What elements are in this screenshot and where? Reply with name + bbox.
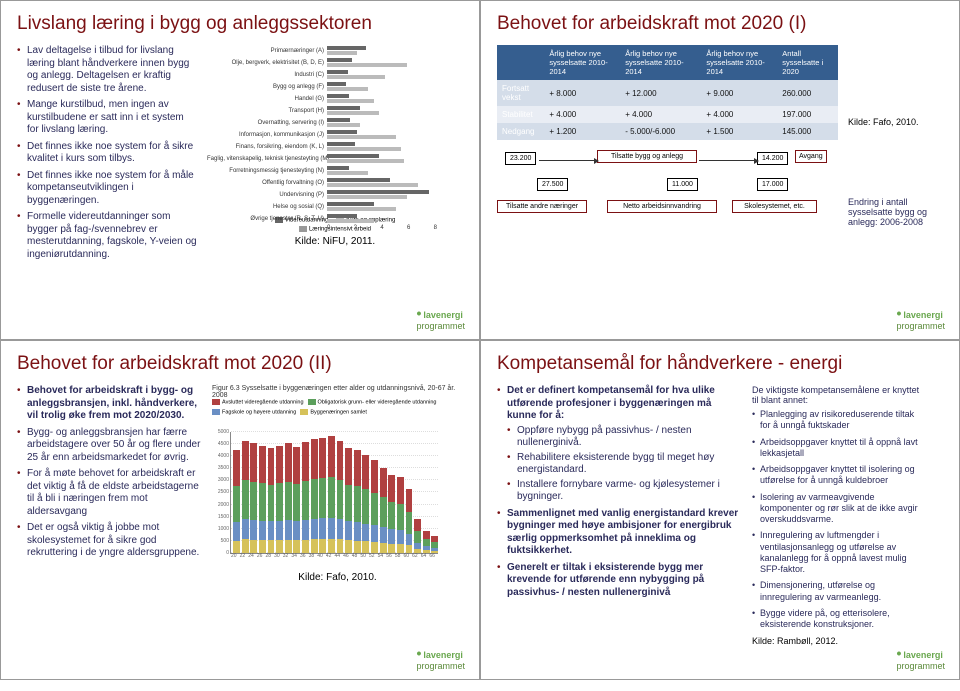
logo: lavenergiprogrammet — [896, 645, 945, 671]
flow-label: Tilsatte andre næringer — [497, 200, 587, 213]
logo: lavenergiprogrammet — [896, 305, 945, 331]
flow-label: Skolesystemet, etc. — [732, 200, 817, 213]
slide4-right-col: De viktigste kompetansemålene er knyttet… — [752, 385, 922, 646]
slide-4: Kompetansemål for håndverkere - energi D… — [480, 340, 960, 680]
bullet: Lav deltagelse i tilbud for livslang lær… — [17, 45, 197, 95]
bullet: Mange kurstilbud, men ingen av kurstilbu… — [17, 99, 197, 137]
chart-title: Figur 6.3 Sysselsatte i byggenæringen et… — [212, 385, 463, 399]
chart-legend: Avsluttet videregående utdanning Obligat… — [212, 399, 463, 416]
stacked-bar-chart: 0500100015002000250030003500400045005000… — [212, 416, 442, 566]
chart-source: Kilde: Fafo, 2010. — [212, 572, 463, 583]
flow-val: 23.200 — [505, 152, 536, 165]
th: Årlig behov nye sysselsatte 2010-2014 — [544, 45, 620, 80]
flow-val: 17.000 — [757, 178, 788, 191]
slide3-bullets: Behovet for arbeidskraft i bygg- og anle… — [17, 385, 202, 583]
th: Antall sysselsatte i 2020 — [777, 45, 838, 80]
flow-val: 27.500 — [537, 178, 568, 191]
slide-3: Behovet for arbeidskraft mot 2020 (II) B… — [0, 340, 480, 680]
bullet: Det finnes ikke noe system for å måle ko… — [17, 170, 197, 208]
slide1-bullets: Lav deltagelse i tilbud for livslang lær… — [17, 45, 197, 265]
bullet: Det finnes ikke noe system for å sikre k… — [17, 141, 197, 166]
slide3-title: Behovet for arbeidskraft mot 2020 (II) — [17, 353, 463, 375]
bullet: Formelle videreutdanninger som bygger på… — [17, 211, 197, 261]
flow-label: Tilsatte bygg og anlegg — [597, 150, 697, 163]
sidetext: Endring i antall sysselsatte bygg og anl… — [848, 197, 943, 227]
slide-1: Livslang læring i bygg og anleggssektore… — [0, 0, 480, 340]
flow-diagram: 23.200 27.500 11.000 14.200 17.000 Tilsa… — [497, 150, 838, 220]
slide1-title: Livslang læring i bygg og anleggssektore… — [17, 13, 463, 35]
chart-source: Kilde: NiFU, 2011. — [207, 236, 463, 247]
th: Årlig behov nye sysselsatte 2010-2014 — [701, 45, 777, 80]
th — [497, 45, 544, 80]
slide2-title: Behovet for arbeidskraft mot 2020 (I) — [497, 13, 943, 35]
flow-val: 14.200 — [757, 152, 788, 165]
slide4-title: Kompetansemål for håndverkere - energi — [497, 353, 943, 375]
slide-2: Behovet for arbeidskraft mot 2020 (I) År… — [480, 0, 960, 340]
source-side: Kilde: Fafo, 2010. — [848, 117, 943, 127]
scenario-table: Årlig behov nye sysselsatte 2010-2014 År… — [497, 45, 838, 140]
flow-val: 11.000 — [667, 178, 698, 191]
slide1-chart: Primærnæringer (A)Olje, bergverk, elektr… — [207, 45, 463, 265]
slide4-left-bullets: Det er definert kompetansemål for hva ul… — [497, 385, 742, 646]
right-heading: De viktigste kompetansemålene er knyttet… — [752, 385, 922, 405]
logo: lavenergiprogrammet — [416, 645, 465, 671]
logo: lavenergiprogrammet — [416, 305, 465, 331]
flow-label: Avgang — [795, 150, 827, 163]
th: Årlig behov nye sysselsatte 2010-2014 — [620, 45, 701, 80]
flow-label: Netto arbeidsinnvandring — [607, 200, 717, 213]
